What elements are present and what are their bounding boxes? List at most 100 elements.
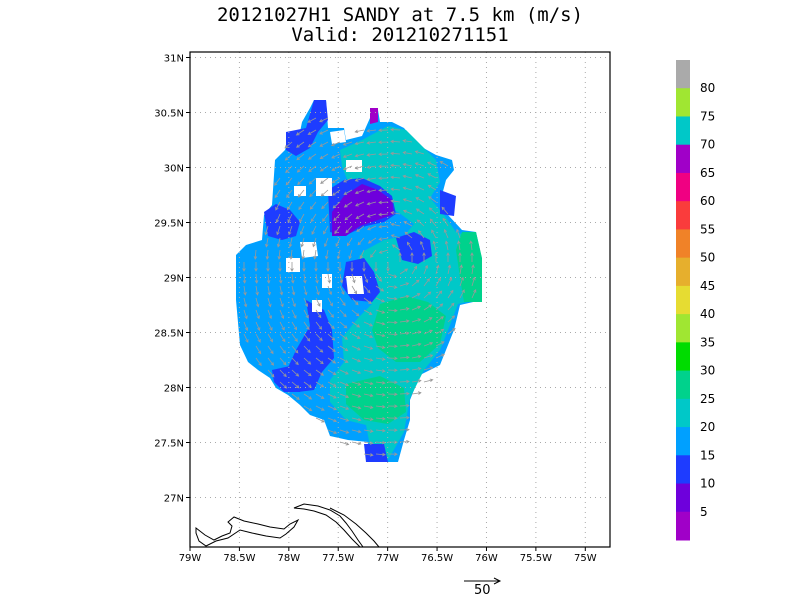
wind-arrow — [276, 237, 281, 248]
wind-arrow — [386, 262, 390, 272]
wind-arrow — [375, 297, 385, 303]
wind-arrow — [399, 319, 410, 323]
wind-arrow — [354, 129, 365, 134]
colorbar-swatch — [676, 342, 690, 372]
valid-time: Valid: 201210271151 — [291, 24, 509, 46]
wind-arrow — [339, 309, 347, 318]
wind-arrow — [279, 357, 287, 366]
wind-arrow — [391, 244, 401, 251]
colorbar-label: 75 — [700, 109, 715, 123]
wind-arrow — [363, 297, 372, 305]
wind-arrow — [303, 297, 309, 308]
wind-arrow — [342, 165, 353, 171]
wind-arrow — [242, 273, 247, 284]
wind-arrow — [267, 285, 271, 296]
colorbar-swatch — [676, 229, 690, 259]
wind-arrow — [428, 207, 437, 215]
wind-arrow — [315, 417, 325, 423]
wind-arrow — [326, 262, 330, 272]
wind-arrow — [275, 213, 281, 224]
colorbar-label: 15 — [700, 448, 715, 462]
wind-arrow — [291, 357, 299, 366]
wind-arrow — [427, 173, 437, 179]
wind-arrow — [308, 177, 317, 185]
wind-arrow — [387, 320, 398, 325]
wind-arrow — [274, 177, 281, 186]
wind-arrow — [402, 151, 413, 155]
data-gap — [316, 178, 332, 196]
wind-arrow — [366, 165, 377, 169]
wind-speed-patch — [286, 300, 334, 392]
colorbar-label: 45 — [700, 279, 715, 293]
wind-arrow — [291, 393, 300, 400]
wind-arrow — [363, 333, 374, 338]
wind-arrow — [366, 201, 377, 206]
wind-arrow — [331, 177, 341, 184]
wind-arrow — [399, 367, 410, 372]
wind-arrow — [298, 201, 305, 211]
wind-arrow — [366, 128, 377, 133]
wind-arrow — [432, 240, 437, 251]
wind-arrow — [303, 357, 312, 365]
wind-arrow — [264, 225, 269, 236]
wind-arrow — [327, 417, 338, 423]
wind-arrow — [471, 276, 476, 287]
wind-arrow — [255, 321, 261, 331]
wind-arrow — [339, 285, 345, 295]
wind-arrow — [435, 290, 443, 299]
wind-arrow — [375, 309, 386, 314]
latitude-axis: 31N 30.5N 30N 29.5N 29N 28.5N 28N 27.5N 27N — [154, 54, 190, 505]
wind-arrow — [295, 129, 305, 136]
wind-arrow — [399, 343, 410, 348]
wind-arrow — [378, 237, 389, 241]
map-title: 20121027H1 SANDY at 7.5 km (m/s) — [216, 4, 584, 26]
wind-arrow — [402, 198, 413, 203]
wind-arrow — [351, 369, 362, 374]
wind-arrow — [375, 381, 386, 385]
wind-arrow — [363, 285, 371, 294]
wind-arrow — [387, 416, 398, 420]
wind-arrow — [414, 162, 425, 167]
wind-arrow — [315, 345, 324, 353]
wind-arrow — [375, 416, 386, 421]
wind-arrow — [291, 381, 300, 389]
wind-arrow — [338, 262, 342, 272]
lon-tick-label: 79W — [179, 553, 202, 564]
wind-arrow — [387, 404, 398, 408]
lon-tick-label: 78W — [278, 553, 301, 564]
colorbar-label: 55 — [700, 222, 715, 236]
colorbar-label: 5 — [700, 505, 708, 519]
wind-arrow — [320, 177, 329, 185]
lon-tick-label: 76.5W — [421, 553, 453, 564]
wind-arrow — [279, 285, 284, 296]
wind-arrow — [406, 241, 413, 251]
wind-arrow — [399, 282, 410, 287]
wind-arrow — [324, 237, 329, 248]
wind-arrow — [253, 249, 258, 260]
wind-arrow — [423, 291, 432, 299]
wind-arrow — [370, 249, 377, 258]
colorbar-label: 60 — [700, 194, 715, 208]
wind-arrow — [343, 189, 353, 195]
wind-arrow — [378, 200, 389, 205]
wind-arrow — [356, 225, 365, 233]
wind-arrow — [291, 345, 299, 354]
wind-arrow — [303, 405, 313, 412]
wind-arrow — [366, 189, 377, 194]
wind-arrow — [339, 393, 350, 399]
lat-tick-label: 29.5N — [154, 219, 184, 230]
wind-arrow — [459, 276, 464, 287]
wind-arrow — [459, 264, 463, 275]
wind-arrow — [279, 369, 287, 378]
colorbar-swatch — [676, 455, 690, 485]
lat-tick-label: 28N — [164, 384, 184, 395]
data-gap — [286, 258, 300, 272]
wind-arrow — [278, 273, 283, 284]
wind-arrow — [288, 237, 293, 248]
wind-arrow — [378, 212, 389, 217]
wind-arrow — [315, 381, 325, 388]
wind-arrow — [471, 289, 477, 299]
wind-arrow — [345, 225, 353, 234]
wind-arrow — [423, 329, 433, 335]
wind-arrow — [342, 153, 353, 158]
